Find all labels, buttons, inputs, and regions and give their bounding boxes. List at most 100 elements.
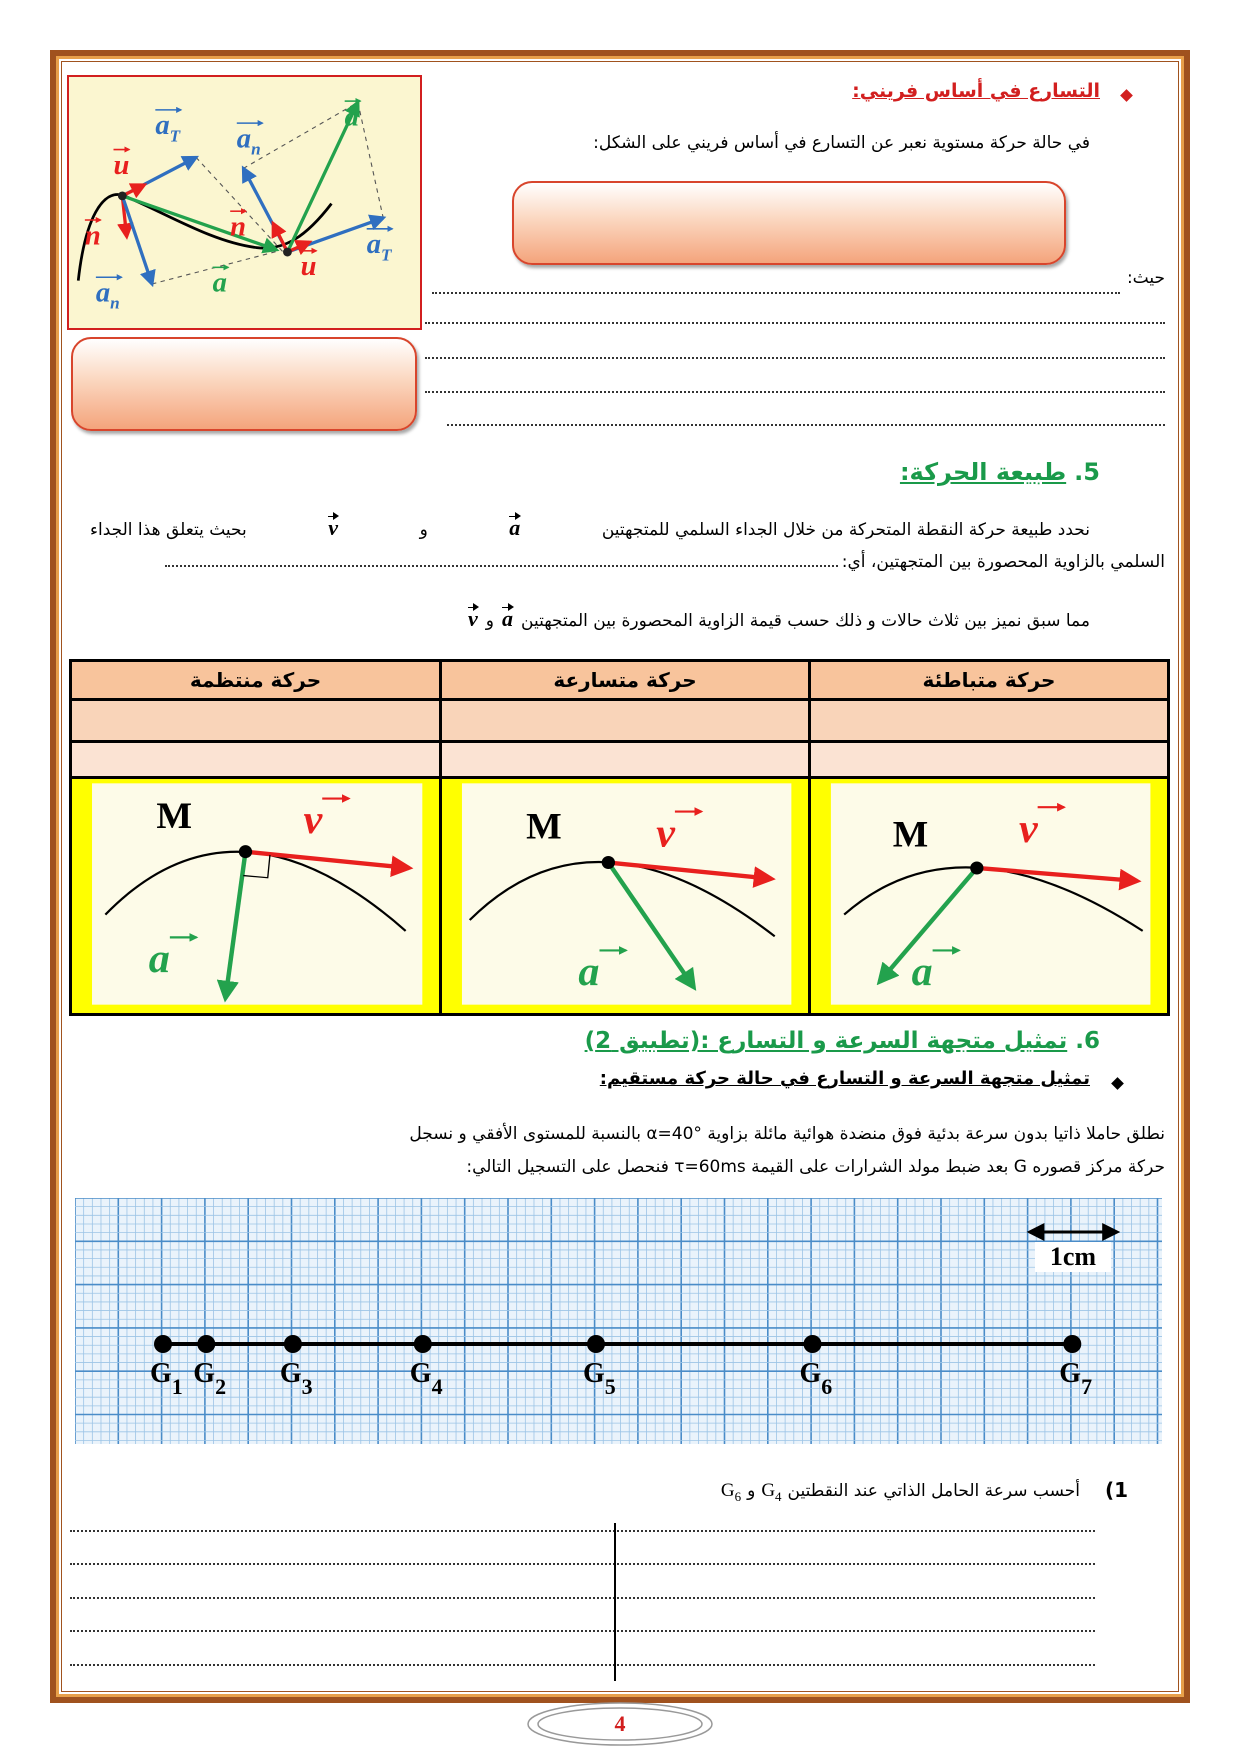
header-cell: حركة متسارعة (439, 659, 811, 701)
dotted-line (432, 292, 1120, 294)
paragraph-line: مما سبق نميز بين ثلاث حالات و ذلك حسب قي… (466, 603, 1090, 632)
point-letter: G (761, 1480, 776, 1501)
velocity-label: v (1019, 806, 1038, 852)
vector-letter: a (367, 228, 381, 260)
graph-paper (75, 1198, 1162, 1444)
vector-label: aT (155, 109, 181, 145)
figure-background (461, 783, 792, 1005)
vector-letter: u (301, 250, 317, 282)
acceleration (285, 99, 360, 253)
blank-cell (808, 698, 1170, 743)
recorded-point (154, 1335, 172, 1353)
point-label: G2 (193, 1358, 226, 1399)
question-body: أحسب سرعة الحامل الذاتي عند النقطتين (787, 1481, 1080, 1501)
recorded-point (283, 1335, 302, 1353)
conjunction: و (419, 520, 428, 540)
vector-subscript: T (381, 245, 393, 264)
blank-cell (439, 698, 811, 743)
vector-letter: a (155, 109, 169, 141)
paragraph-text: مما سبق نميز بين ثلاث حالات و ذلك حسب قي… (521, 611, 1090, 631)
vector-letter: n (85, 219, 101, 251)
scale-label-bg (1035, 1242, 1111, 1272)
dotted-line (447, 424, 1165, 426)
point-letter: G (800, 1358, 822, 1389)
point-letter: G (193, 1358, 215, 1389)
acceleration-vector (876, 866, 979, 986)
point-letter: G (280, 1358, 302, 1389)
vector-subscript: n (110, 294, 120, 313)
vector-subscript: n (251, 140, 261, 159)
vector-label: aT (367, 228, 393, 264)
point-index: 3 (302, 1374, 313, 1399)
vector-label: u (113, 149, 129, 181)
question-number: 1) (1104, 1478, 1128, 1502)
vector-label: u (301, 250, 317, 282)
badge-ring (537, 1707, 703, 1741)
point-m (238, 845, 253, 859)
section-number: 5. (1074, 458, 1100, 486)
vector-letter: u (113, 149, 129, 181)
velocity-vector (976, 865, 1142, 891)
conjunction: و (747, 1481, 756, 1501)
page-frame (50, 50, 1190, 1703)
acceleration (121, 194, 280, 254)
point-ref: G6 (721, 1480, 741, 1505)
figure-background (92, 783, 423, 1005)
point-label: M (893, 815, 928, 856)
dotted-line (70, 1664, 1095, 1666)
dotted-line (70, 1563, 1095, 1565)
point-label: G5 (583, 1358, 616, 1399)
point-letter: G (1059, 1358, 1081, 1389)
where-label: حيث: (1126, 268, 1165, 288)
dotted-line (425, 322, 1165, 324)
frenet-intro: في حالة حركة مستوية نعبر عن التسارع في أ… (593, 133, 1090, 153)
vector-symbol: v (467, 603, 479, 631)
paragraph-text: نحدد طبيعة حركة النقطة المتحركة من خلال … (601, 520, 1090, 540)
figure-background (830, 783, 1151, 1005)
paragraph-line: نطلق حاملا ذاتيا بدون سرعة بدئية فوق منض… (409, 1124, 1165, 1144)
blank-cell (69, 740, 442, 779)
blank-row (69, 698, 1170, 743)
vector-label: an (96, 277, 120, 313)
formula-box (71, 337, 417, 431)
point-index: 6 (734, 1488, 742, 1504)
vector-label: an (237, 122, 261, 158)
blank-cell (439, 740, 811, 779)
badge-ring (527, 1702, 713, 1746)
blank-cell (808, 740, 1170, 779)
vector-label: n (85, 219, 101, 251)
paragraph-text: السلمي بالزاوية المحصورة بين المتجهتين، … (841, 552, 1165, 572)
vector-letter: n (230, 211, 246, 243)
point-ref: G4 (761, 1480, 781, 1505)
point-index: 7 (1081, 1374, 1092, 1399)
vector-subscript: T (170, 126, 182, 145)
vector-label: a (345, 100, 359, 132)
point-label: M (526, 807, 562, 848)
point-label: G3 (280, 1358, 313, 1399)
recorded-point (413, 1335, 432, 1353)
section-number: 6. (1075, 1028, 1100, 1054)
recorded-point (1063, 1335, 1082, 1353)
vector-letter: a (345, 100, 359, 132)
vector-symbol: v (328, 512, 339, 540)
acceleration-label: a (912, 949, 933, 995)
point-index: 4 (432, 1374, 443, 1399)
page-number: 4 (615, 1711, 626, 1736)
velocity-label: v (656, 811, 675, 856)
unit-normal (271, 220, 289, 253)
point-label: M (156, 796, 192, 836)
section-heading: 6. تمثيل متجهة السرعة و التسارع :(تطبيق … (585, 1028, 1100, 1054)
point-index: 1 (172, 1374, 183, 1399)
trajectory (76, 193, 333, 281)
acceleration-vector (606, 861, 697, 991)
point-m (970, 861, 984, 875)
point-label: G7 (1059, 1358, 1092, 1399)
subheading: تمثيل متجهة السرعة و التسارع في حالة حرك… (599, 1068, 1090, 1089)
vector-symbol: a (509, 512, 522, 540)
